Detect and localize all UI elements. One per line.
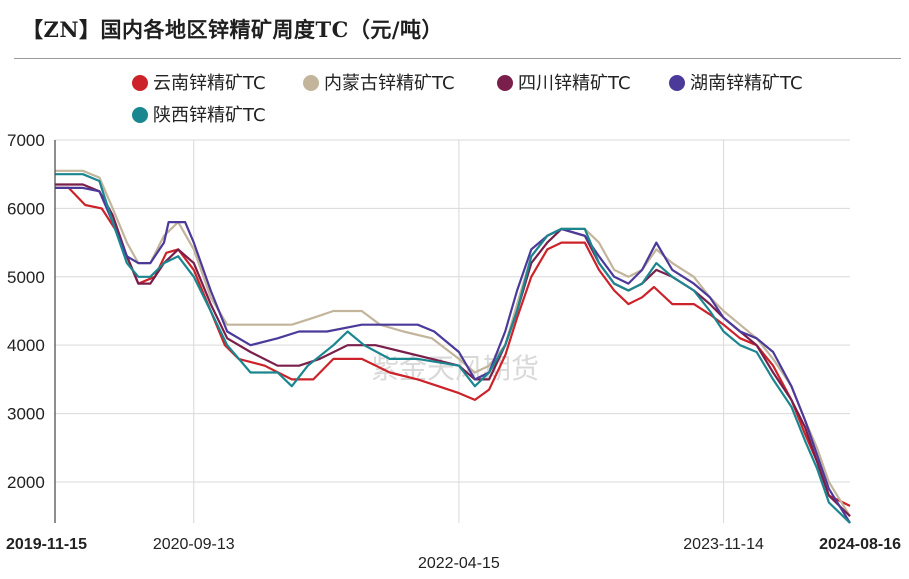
- series-layer: [55, 169, 851, 524]
- legend-label: 四川锌精矿TC: [518, 73, 631, 94]
- x-tick-label: 2024-08-16: [819, 536, 901, 553]
- legend-marker: [669, 75, 685, 91]
- y-tick-label: 2000: [7, 473, 45, 492]
- legend-item: 湖南锌精矿TC: [669, 73, 803, 94]
- axis-layer: 2000 3000 4000 5000 6000 7000 2019-11-15 2020-0…: [6, 131, 901, 572]
- legend-marker: [303, 75, 319, 91]
- y-tick-label: 5000: [7, 268, 45, 287]
- y-tick-label: 7000: [7, 131, 45, 150]
- x-tick-label: 2019-11-15: [6, 536, 87, 553]
- chart-title: 【ZN】国内各地区锌精矿周度TC（元/吨）: [22, 17, 444, 42]
- legend-label: 内蒙古锌精矿TC: [324, 73, 455, 94]
- legend-marker: [497, 75, 513, 91]
- series-line-2: [55, 169, 851, 517]
- legend-label: 湖南锌精矿TC: [690, 73, 803, 94]
- title-divider: [14, 58, 901, 59]
- series-line-1: [55, 186, 851, 507]
- legend: 云南锌精矿TC 内蒙古锌精矿TC 四川锌精矿TC 湖南锌精矿TC 陕西锌精矿TC: [132, 73, 803, 126]
- x-tick-label: 2023-11-14: [683, 536, 764, 553]
- x-tick-label: 2022-04-15: [418, 555, 500, 572]
- legend-marker: [132, 75, 148, 91]
- x-tick-label: 2020-09-13: [153, 536, 235, 553]
- grid-layer: [55, 139, 850, 523]
- legend-item: 云南锌精矿TC: [132, 73, 266, 94]
- series-line-3: [55, 183, 851, 517]
- y-tick-label: 3000: [7, 405, 45, 424]
- legend-item: 四川锌精矿TC: [497, 73, 631, 94]
- legend-label: 云南锌精矿TC: [153, 73, 266, 94]
- watermark: 紫金天风期货: [371, 352, 539, 385]
- legend-marker: [132, 107, 148, 123]
- legend-item: 陕西锌精矿TC: [132, 105, 266, 126]
- y-tick-label: 6000: [7, 199, 45, 218]
- y-tick-label: 4000: [7, 336, 45, 355]
- legend-item: 内蒙古锌精矿TC: [303, 73, 455, 94]
- series-line-5: [55, 173, 851, 524]
- legend-label: 陕西锌精矿TC: [153, 105, 266, 126]
